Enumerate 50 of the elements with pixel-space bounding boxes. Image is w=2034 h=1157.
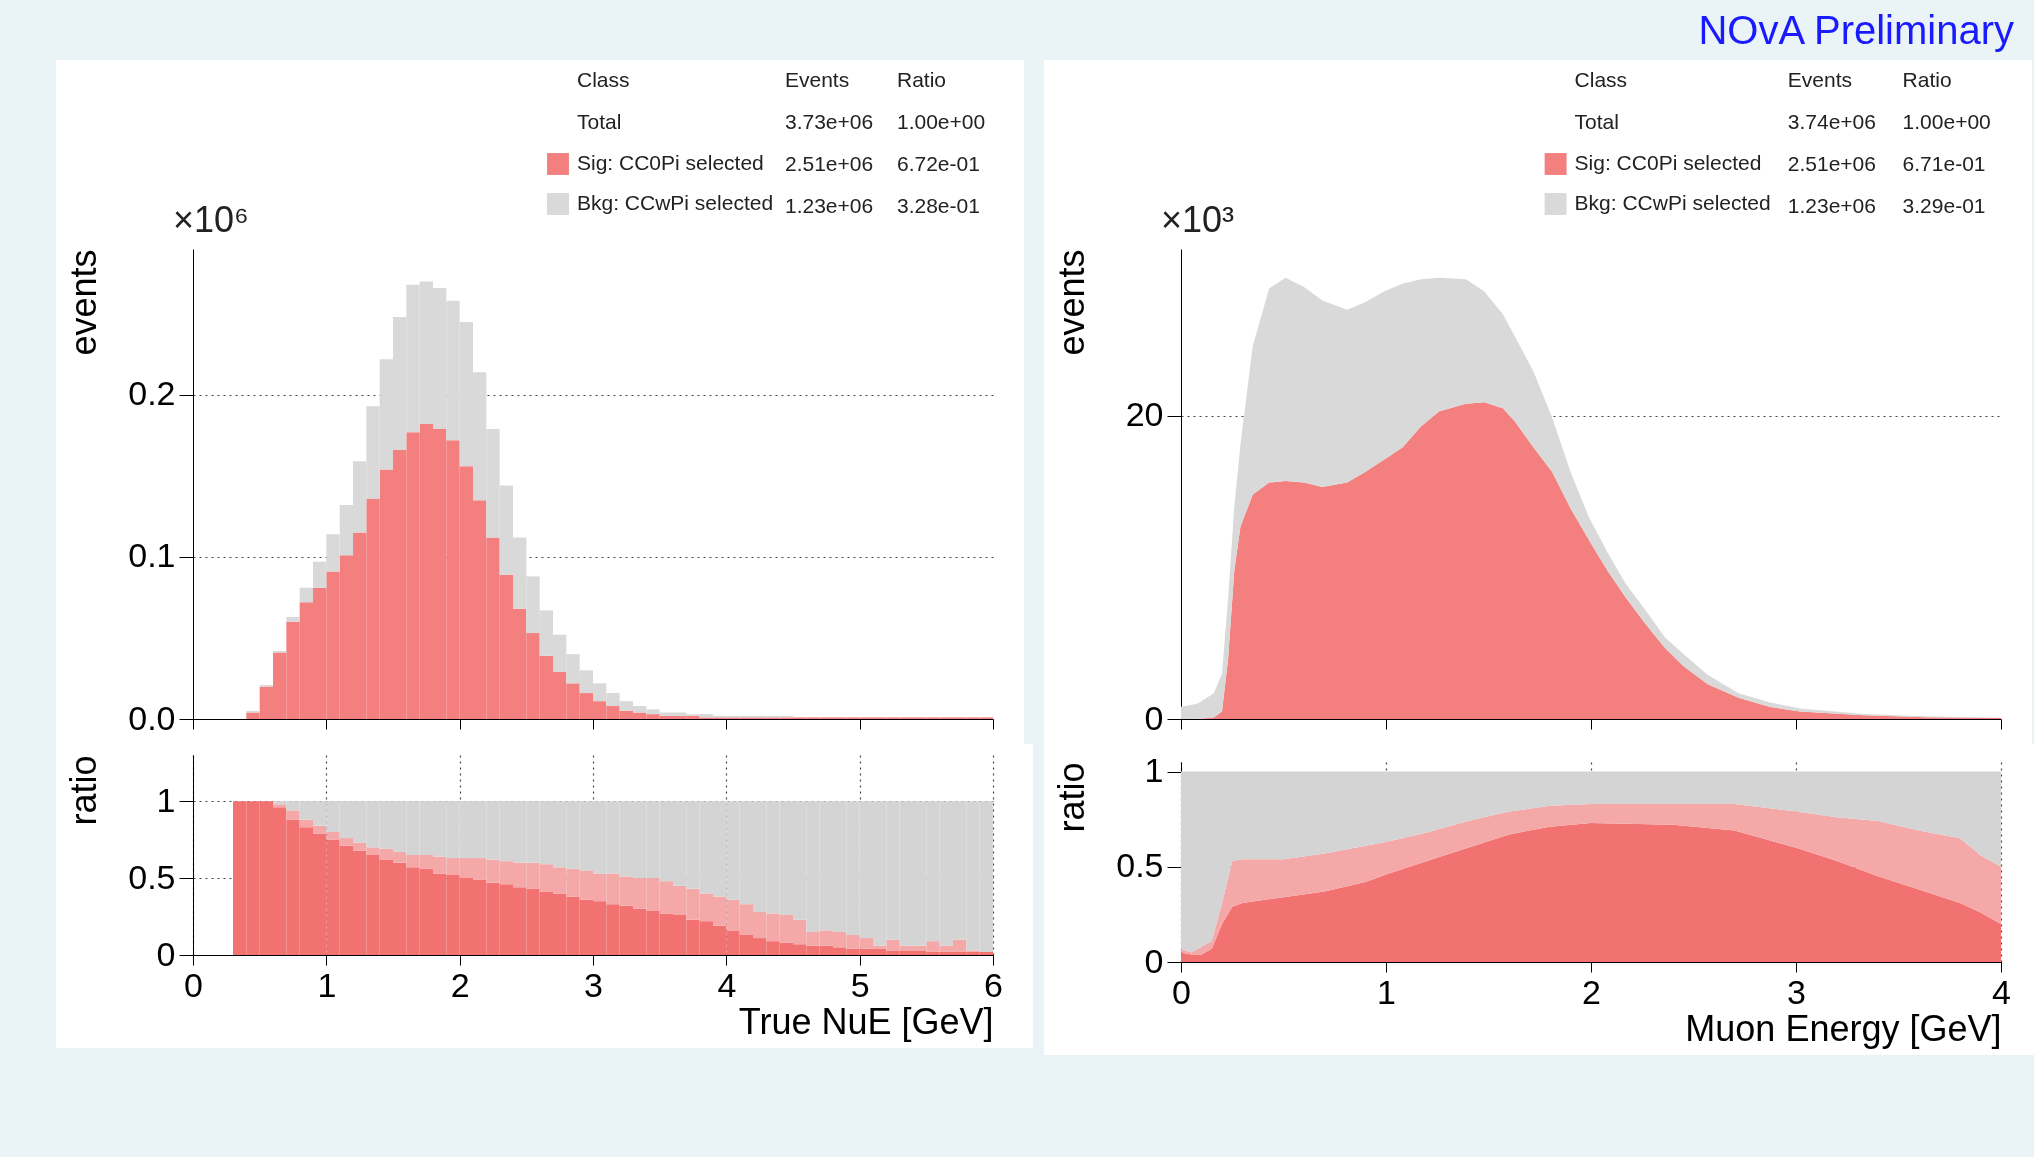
y-tick-label: 0: [156, 934, 176, 973]
legend-label: Sig: CC0Pi selected: [1574, 151, 1762, 174]
text: Events: [785, 68, 850, 91]
text: Class: [577, 68, 630, 91]
text: 2.51e+06: [1787, 152, 1876, 175]
x-tick-label: 1: [317, 965, 337, 1004]
y-tick-label: 0.1: [128, 536, 176, 575]
text: 3.29e-01: [1902, 194, 1986, 217]
legend-label: Sig: CC0Pi selected: [577, 151, 764, 174]
text: Class: [1574, 68, 1628, 91]
y-tick-label: 0.0: [128, 698, 176, 737]
y-tick-label: 20: [1125, 395, 1164, 434]
legend-label: Bkg: CCwPi selected: [577, 191, 774, 214]
x-tick-label: 2: [1582, 972, 1601, 1011]
x-tick-label: 0: [1172, 972, 1191, 1011]
y-axis-title: ratio: [1050, 762, 1092, 833]
x-tick-label: 0: [184, 965, 203, 1004]
text: 3.74e+06: [1787, 110, 1876, 133]
y-tick-label: 0: [1144, 698, 1164, 737]
text: 3.28e-01: [897, 194, 980, 217]
y-tick-label: 1: [1144, 751, 1164, 790]
text: 1.00e+00: [1902, 110, 1991, 133]
text: 1.23e+06: [1787, 194, 1876, 217]
legend-label: Bkg: CCwPi selected: [1574, 191, 1771, 214]
y-tick-label: 0.5: [128, 857, 176, 896]
chart-title: NOvA Preliminary: [1044, 0, 2034, 60]
text: Total: [1574, 110, 1619, 133]
text: 1.23e+06: [785, 194, 874, 217]
text: ×10⁶: [173, 199, 249, 240]
text: 1.00e+00: [897, 110, 986, 133]
text: Ratio: [1902, 68, 1952, 91]
text: Ratio: [897, 68, 947, 91]
x-tick-label: 3: [584, 965, 603, 1004]
text: 6.71e-01: [1902, 152, 1986, 175]
y-tick-label: 0.2: [128, 374, 176, 413]
text: ×10³: [1161, 199, 1235, 240]
y-axis-title: events: [62, 249, 104, 356]
y-axis-title: ratio: [62, 755, 104, 826]
x-tick-label: 4: [717, 965, 737, 1004]
y-axis-title: events: [1050, 249, 1092, 356]
y-tick-label: 0.5: [1116, 846, 1164, 885]
text: Total: [577, 110, 622, 133]
x-tick-label: 1: [1377, 972, 1396, 1011]
y-tick-label: 0: [1144, 941, 1164, 980]
text: 2.51e+06: [785, 152, 874, 175]
x-tick-label: 2: [450, 965, 470, 1004]
y-tick-label: 1: [156, 780, 176, 819]
text: 6.72e-01: [897, 152, 980, 175]
text: Events: [1787, 68, 1852, 91]
text: 3.73e+06: [785, 110, 874, 133]
